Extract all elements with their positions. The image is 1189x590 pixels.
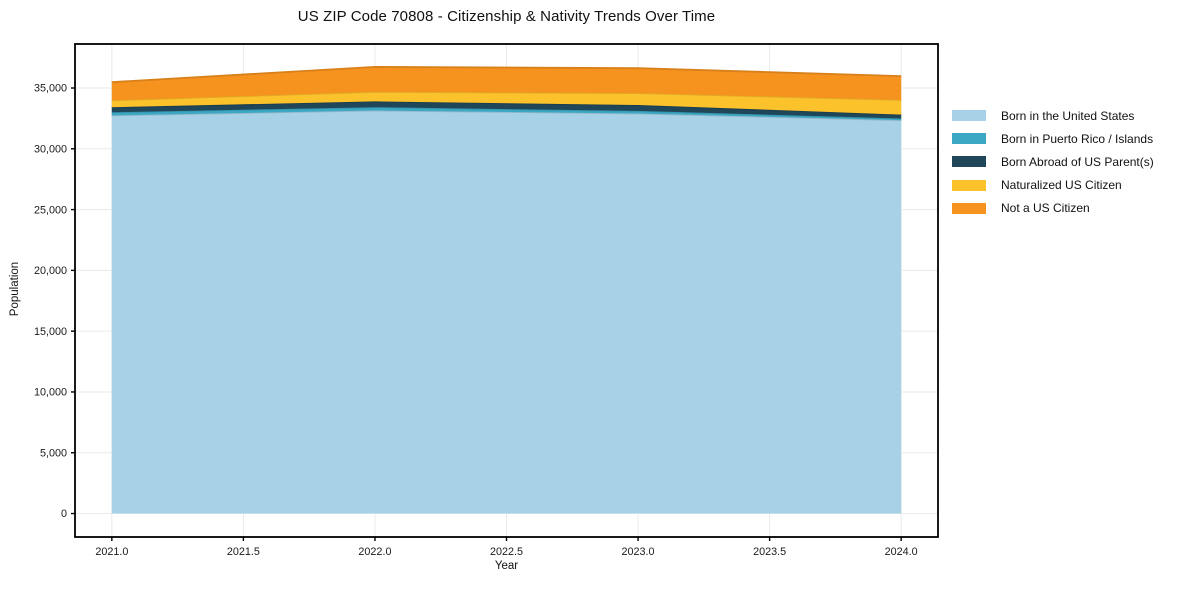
y-tick-label: 5,000 xyxy=(40,447,67,459)
legend-swatch xyxy=(952,179,986,191)
legend-label: Not a US Citizen xyxy=(1001,201,1090,216)
x-tick-label: 2024.0 xyxy=(885,546,918,558)
y-tick-label: 15,000 xyxy=(34,326,67,338)
legend-item-not-a-us-citizen: Not a US Citizen xyxy=(952,197,1154,220)
legend-item-naturalized-us-citizen: Naturalized US Citizen xyxy=(952,174,1154,197)
area-naturalized-us-citizen xyxy=(111,91,902,115)
legend-swatch xyxy=(952,110,986,122)
x-tick-label: 2021.5 xyxy=(227,546,260,558)
legend-label: Naturalized US Citizen xyxy=(1001,178,1122,193)
legend-label: Born Abroad of US Parent(s) xyxy=(1001,154,1154,169)
x-tick-label: 2021.0 xyxy=(95,546,128,558)
area-born-in-the-united-states xyxy=(111,110,902,514)
area-born-abroad-of-us-parent-s xyxy=(111,101,902,119)
area-born-in-puerto-rico-islands xyxy=(111,107,902,121)
y-tick-label: 30,000 xyxy=(34,144,67,156)
legend-swatch xyxy=(952,133,986,145)
legend: Born in the United States Born in Puerto … xyxy=(952,104,1154,220)
legend-item-born-in-the-united-states: Born in the United States xyxy=(952,104,1154,127)
y-tick-label: 0 xyxy=(61,508,67,520)
area-not-a-us-citizen xyxy=(111,66,902,101)
legend-swatch xyxy=(952,156,986,168)
x-tick-label: 2022.5 xyxy=(490,546,523,558)
y-tick-label: 20,000 xyxy=(34,265,67,277)
legend-item-born-in-puerto-rico-islands: Born in Puerto Rico / Islands xyxy=(952,127,1154,150)
legend-swatch xyxy=(952,202,986,214)
y-axis-label: Population xyxy=(9,261,21,317)
y-tick-label: 25,000 xyxy=(34,204,67,216)
area-edge-not-a-us-citizen xyxy=(111,65,902,83)
x-tick-label: 2023.0 xyxy=(622,546,655,558)
y-tick-label: 35,000 xyxy=(34,83,67,95)
x-axis-label: Year xyxy=(494,560,519,572)
x-tick-label: 2022.0 xyxy=(358,546,391,558)
legend-label: Born in Puerto Rico / Islands xyxy=(1001,131,1154,146)
legend-item-born-abroad-of-us-parent-s: Born Abroad of US Parent(s) xyxy=(952,150,1154,173)
legend-label: Born in the United States xyxy=(1001,108,1135,123)
x-tick-label: 2023.5 xyxy=(753,546,786,558)
chart-title: US ZIP Code 70808 - Citizenship & Nativi… xyxy=(297,8,716,25)
y-tick-label: 10,000 xyxy=(34,387,67,399)
